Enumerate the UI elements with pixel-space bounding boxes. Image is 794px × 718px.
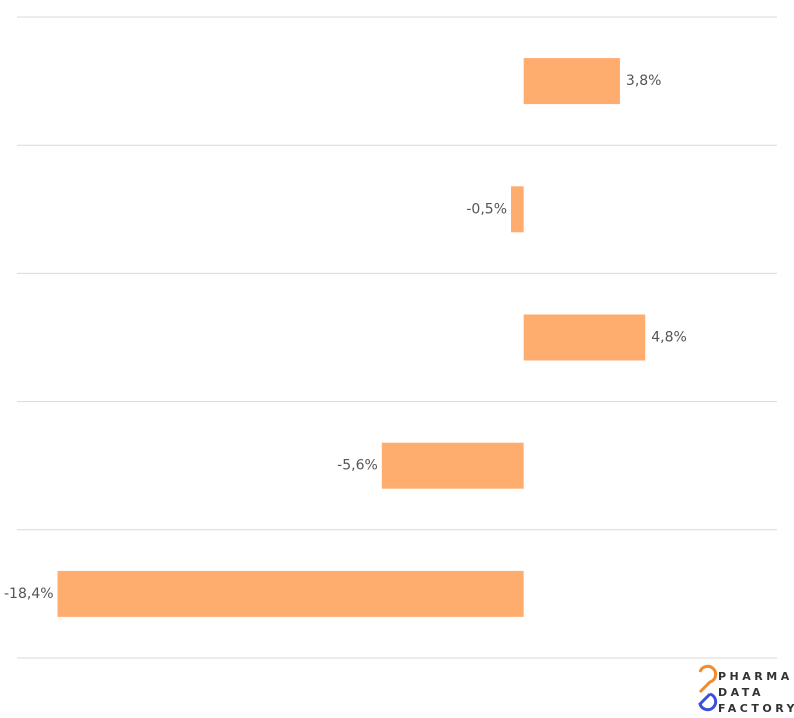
value-label: -18,4%	[4, 586, 54, 602]
bar	[523, 314, 646, 361]
logo-text: DATA	[718, 686, 764, 699]
logo-icon	[698, 664, 718, 694]
value-label: -5,6%	[337, 458, 378, 474]
bar	[57, 570, 524, 617]
bar	[511, 186, 524, 233]
value-label: -0,5%	[466, 201, 507, 217]
logo-text: FACTORY	[718, 702, 794, 715]
value-label: 3,8%	[626, 73, 662, 89]
bar	[381, 442, 524, 489]
logo-text: PHARMA	[718, 670, 793, 683]
logo-icon	[698, 692, 718, 712]
logo: PHARMA DATA FACTORY	[698, 664, 794, 715]
bar	[523, 58, 620, 105]
value-label: 4,8%	[651, 330, 687, 346]
